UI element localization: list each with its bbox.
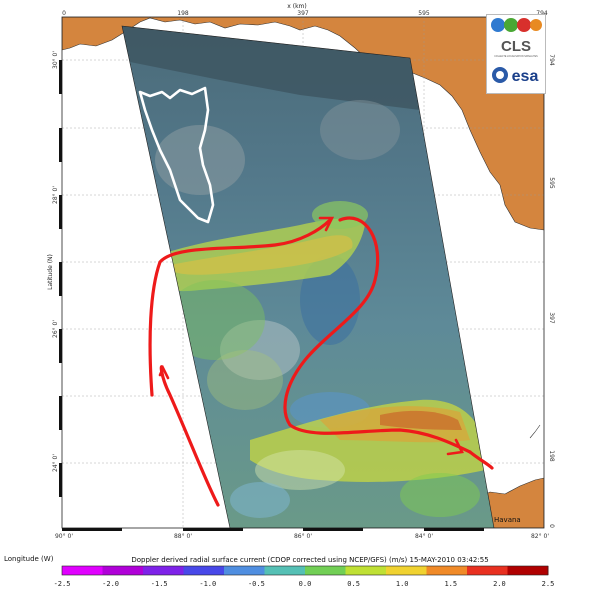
right-tick-2: 397 [548, 312, 555, 324]
colorbar-cell [264, 566, 306, 575]
current-arrows [148, 216, 494, 507]
colorbar-ticks: -2.5 -2.0 -1.5 -1.0 -0.5 0.0 0.5 1.0 1.5 2.0 2.5 [54, 580, 555, 588]
colorbar-tick-label: -0.5 [248, 580, 265, 588]
cls-logo-circle-orange [530, 19, 542, 31]
right-tick-3: 198 [548, 450, 555, 462]
colorbar-tick-label: 1.5 [444, 580, 457, 588]
land-florida-keys [529, 424, 541, 439]
colorbar-cell [386, 566, 427, 575]
left-tick-1: 28° 0' [52, 186, 59, 204]
swath-outline [121, 25, 495, 528]
right-tick-1: 595 [548, 177, 555, 189]
colorbar-frame [61, 565, 549, 576]
left-tick-0: 30° 0' [52, 51, 59, 69]
colorbar-cell [345, 566, 387, 575]
bottom-tick-0: 90° 0' [55, 533, 73, 540]
colorbar-tick-label: -2.0 [102, 580, 119, 588]
havana-label: Havana [494, 516, 521, 524]
top-tick-4: 794 [536, 10, 548, 17]
colorbar-cell [305, 566, 346, 575]
colorbar-tick-label: -2.5 [54, 580, 71, 588]
bottom-tick-2: 86° 0' [294, 533, 312, 540]
left-axis-title: Latitude (N) [47, 254, 54, 290]
top-tick-3: 595 [418, 10, 430, 17]
colorbar-tick-label: 1.0 [396, 580, 409, 588]
colorbar-cell [143, 566, 184, 575]
colorbar-tick-label: 2.0 [493, 580, 506, 588]
cls-logo-subtitle: COLLECTE LOCALISATION SATELLITES [494, 55, 538, 58]
colorbar-left-label: Longitude (W) [4, 555, 54, 563]
cls-logo-circle-green [504, 18, 518, 32]
oil-spill-outline [138, 86, 215, 224]
top-tick-2: 397 [297, 10, 309, 17]
colorbar-cell [467, 566, 508, 575]
cls-logo-circle-red [517, 18, 531, 32]
colorbar-cell [507, 566, 549, 575]
colorbar-tick-label: 2.5 [542, 580, 555, 588]
cls-logo-text: CLS [501, 38, 531, 55]
colorbar-cell [102, 566, 144, 575]
land-us-gulf-coast [62, 17, 544, 231]
right-tick-4: 0 [548, 524, 555, 528]
cls-esa-logos: CLS COLLECTE LOCALISATION SATELLITES esa [491, 18, 542, 85]
esa-logo-text: esa [512, 68, 539, 85]
colorbar-cell [62, 566, 103, 575]
colorbar-tick-label: 0.0 [299, 580, 312, 588]
top-tick-1: 198 [177, 10, 189, 17]
left-tick-2: 26° 0' [52, 320, 59, 338]
colorbar-title: Doppler derived radial surface current (… [131, 556, 488, 564]
colorbar-tick-label: -1.5 [151, 580, 168, 588]
frame-bars [59, 60, 484, 531]
cls-logo-circle-blue [491, 18, 505, 32]
colorbar [61, 565, 549, 576]
esa-logo-globe-inner [496, 71, 504, 79]
bottom-tick-1: 88° 0' [174, 533, 192, 540]
colorbar-cell [224, 566, 265, 575]
top-tick-0: 0 [62, 10, 66, 17]
bottom-tick-3: 84° 0' [415, 533, 433, 540]
bottom-tick-4: 82° 0' [531, 533, 549, 540]
right-tick-0: 794 [548, 54, 555, 66]
logo-panel: CLS COLLECTE LOCALISATION SATELLITES esa [486, 14, 546, 94]
colorbar-tick-label: -1.0 [199, 580, 216, 588]
colorbar-tick-label: 0.5 [347, 580, 360, 588]
colorbar-cell [183, 566, 225, 575]
left-tick-3: 24° 0' [52, 454, 59, 472]
colorbar-cell [426, 566, 468, 575]
top-axis-title: x (km) [287, 3, 306, 10]
